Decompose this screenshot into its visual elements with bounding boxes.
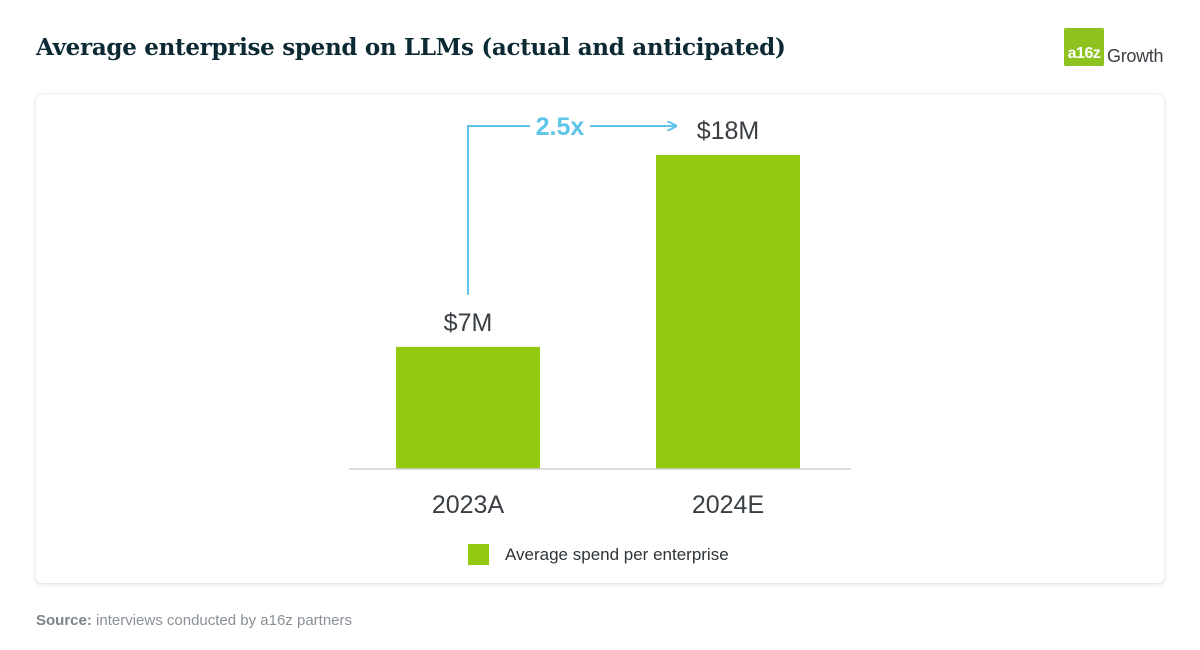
source-label: Source: bbox=[36, 612, 92, 629]
chart-title: Average enterprise spend on LLMs (actual… bbox=[36, 34, 786, 61]
growth-multiplier-label: 2.5x bbox=[536, 113, 585, 141]
logo-wordmark: Growth bbox=[1107, 45, 1164, 66]
data-label-2023A: $7M bbox=[444, 309, 493, 337]
bar-chart: 2.5x $7M 2023A $18M 2024E bbox=[349, 113, 851, 519]
bar-2023A bbox=[396, 346, 540, 469]
a16z-growth-logo: a16z Growth bbox=[1064, 28, 1164, 66]
growth-connector-line bbox=[467, 125, 530, 295]
chart-legend: Average spend per enterprise bbox=[468, 544, 729, 565]
bar-2024E bbox=[656, 154, 800, 469]
a16z-logo-mark: a16z bbox=[1064, 28, 1104, 66]
source-note: Source: interviews conducted by a16z par… bbox=[36, 612, 352, 629]
source-text: interviews conducted by a16z partners bbox=[91, 612, 353, 629]
x-tick-label-2024E: 2024E bbox=[692, 491, 764, 519]
x-tick-label-2023A: 2023A bbox=[432, 491, 505, 519]
chart-card: 2.5x $7M 2023A $18M 2024E Average spend per… bbox=[36, 95, 1164, 583]
legend-label: Average spend per enterprise bbox=[505, 544, 729, 564]
legend-swatch bbox=[468, 544, 489, 565]
data-label-2024E: $18M bbox=[697, 117, 760, 145]
